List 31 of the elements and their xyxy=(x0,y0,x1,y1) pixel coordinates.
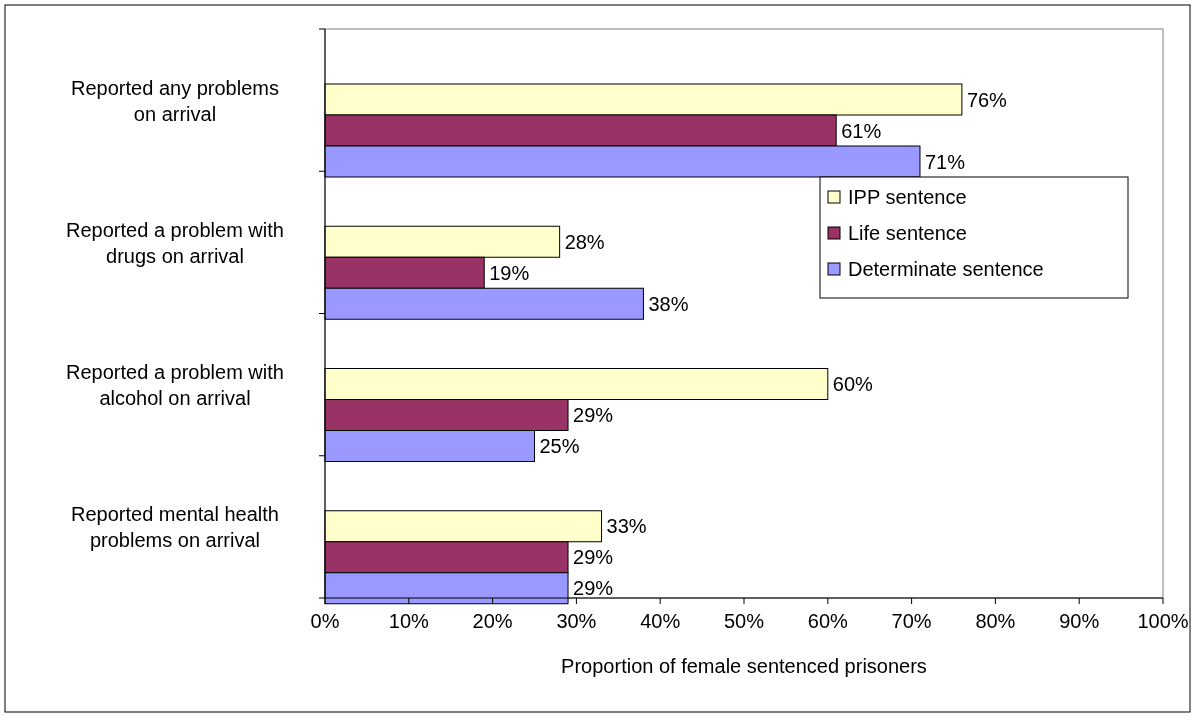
data-label: 76% xyxy=(966,88,1008,111)
y-tick-label: Reported a problem with drugs on arrival xyxy=(66,218,284,267)
x-tick-label: 80% xyxy=(975,610,1016,632)
x-tick-label: 30% xyxy=(556,610,597,632)
data-label: 60% xyxy=(832,373,874,395)
data-label: 71% xyxy=(924,150,966,173)
data-label: 29% xyxy=(573,404,614,426)
x-tick-label: 50% xyxy=(723,610,765,632)
legend-label: Determinate sentence xyxy=(848,258,1044,280)
data-label: 25% xyxy=(539,435,580,457)
y-tick-label: Reported any problems on arrival xyxy=(71,76,279,125)
data-label: 29% xyxy=(573,577,614,600)
data-label: 28% xyxy=(564,230,605,253)
data-label: 33% xyxy=(606,515,647,538)
data-label: 61% xyxy=(841,119,882,142)
x-tick-label: 10% xyxy=(388,610,430,632)
data-label: 38% xyxy=(648,292,689,315)
x-tick-label: 40% xyxy=(640,610,681,632)
legend-label: Life sentence xyxy=(848,222,967,244)
y-tick-label: Reported a problem with alcohol on arrival xyxy=(66,361,284,409)
x-tick-label: 70% xyxy=(891,610,932,632)
data-label: 19% xyxy=(489,261,530,284)
x-tick-label: 100% xyxy=(1137,610,1189,632)
x-tick-label: 0% xyxy=(310,610,340,632)
x-tick-label: 90% xyxy=(1059,610,1100,632)
y-tick-label: Reported mental health problems on arrival xyxy=(71,503,279,552)
x-tick-label: 20% xyxy=(472,610,513,632)
x-axis-title: Proportion of female sentenced prisoners xyxy=(561,655,927,677)
legend-label: IPP sentence xyxy=(848,186,967,208)
data-label: 29% xyxy=(573,546,614,569)
x-tick-label: 60% xyxy=(807,610,849,632)
